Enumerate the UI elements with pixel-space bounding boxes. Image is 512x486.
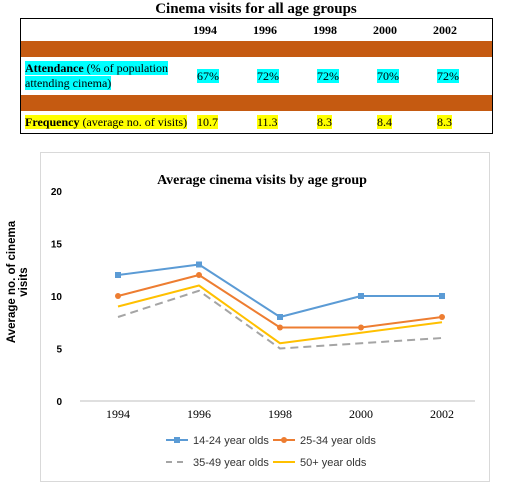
year-header: 2002: [433, 22, 457, 37]
attendance-label-line1: Attendance (% of population: [25, 61, 168, 75]
y-tick-label: 0: [56, 397, 62, 408]
frequency-label-bold: Frequency: [25, 114, 80, 129]
data-point: [277, 324, 283, 331]
legend-label: 14-24 year olds: [193, 435, 269, 447]
table-header-row: 1994 1996 1998 2000 2002: [21, 19, 493, 42]
y-tick-label: 15: [51, 240, 63, 251]
attendance-cell: 72%: [433, 57, 493, 95]
x-tick-label: 1996: [187, 407, 211, 421]
y-tick-label: 5: [56, 345, 62, 356]
x-tick-label: 1994: [106, 407, 130, 421]
attendance-value: 70%: [377, 68, 399, 83]
data-point: [196, 261, 202, 268]
legend-label: 35-49 year olds: [193, 457, 269, 469]
separator-band-cell: [20, 41, 493, 57]
series-line-2: [117, 289, 443, 350]
cinema-stats-table: 1994 1996 1998 2000 2002 Attendance (% o…: [20, 18, 493, 134]
frequency-label: Frequency (average no. of visits): [21, 111, 194, 134]
data-point: [358, 293, 364, 299]
attendance-cell: 72%: [313, 57, 373, 95]
year-header: 1996: [253, 22, 277, 37]
frequency-value: 8.3: [437, 114, 452, 129]
data-point: [196, 272, 202, 278]
attendance-cell: 72%: [253, 57, 313, 95]
attendance-row: Attendance (% of population attending ci…: [21, 57, 493, 95]
frequency-cell: 11.3: [253, 111, 313, 134]
attendance-value: 72%: [437, 68, 459, 83]
frequency-cell: 10.7: [193, 111, 253, 134]
year-header: 1994: [193, 22, 217, 37]
series-line-3: [117, 284, 443, 345]
x-tick-label: 2000: [349, 407, 373, 421]
frequency-value: 8.4: [377, 114, 392, 129]
year-header: 1998: [313, 22, 337, 37]
data-point: [439, 293, 445, 299]
data-point: [115, 293, 121, 299]
attendance-value: 72%: [317, 68, 339, 83]
data-point: [115, 272, 121, 278]
attendance-label: Attendance (% of population attending ci…: [21, 57, 194, 95]
frequency-cell: 8.3: [433, 111, 493, 134]
frequency-cell: 8.4: [373, 111, 433, 134]
legend-swatch-marker: [174, 437, 180, 443]
legend-label: 25-34 year olds: [300, 435, 376, 447]
chart-title: Average cinema visits by age group: [157, 173, 367, 188]
legend-swatch-marker: [281, 437, 287, 443]
frequency-value: 8.3: [317, 114, 332, 129]
x-tick-label: 1998: [268, 407, 292, 421]
year-header: 2000: [373, 22, 397, 37]
attendance-label-bold: Attendance: [25, 61, 84, 75]
attendance-label-line2: attending cinema): [25, 76, 112, 90]
attendance-cell: 70%: [373, 57, 433, 95]
frequency-value: 10.7: [197, 114, 218, 129]
separator-band: [20, 41, 493, 57]
separator-band-cell: [20, 95, 493, 111]
attendance-cell: 67%: [193, 57, 253, 95]
frequency-row: Frequency (average no. of visits) 10.7 1…: [21, 111, 493, 134]
frequency-cell: 8.3: [313, 111, 373, 134]
y-tick-label: 20: [51, 187, 63, 198]
data-point: [277, 314, 283, 320]
data-point: [358, 324, 364, 331]
attendance-value: 72%: [257, 68, 279, 83]
attendance-value: 67%: [197, 68, 219, 83]
x-tick-label: 2002: [430, 407, 454, 421]
frequency-value: 11.3: [257, 114, 278, 129]
series-line-0: [117, 263, 442, 318]
separator-band: [20, 95, 493, 111]
legend-label: 50+ year olds: [300, 457, 367, 469]
page-title: Cinema visits for all age groups: [155, 1, 357, 17]
frequency-label-rest: (average no. of visits): [79, 114, 188, 129]
attendance-label-rest: (% of population: [83, 61, 168, 75]
y-tick-label: 10: [51, 292, 63, 303]
frequency-label-text: Frequency (average no. of visits): [25, 114, 188, 129]
data-point: [439, 314, 445, 320]
